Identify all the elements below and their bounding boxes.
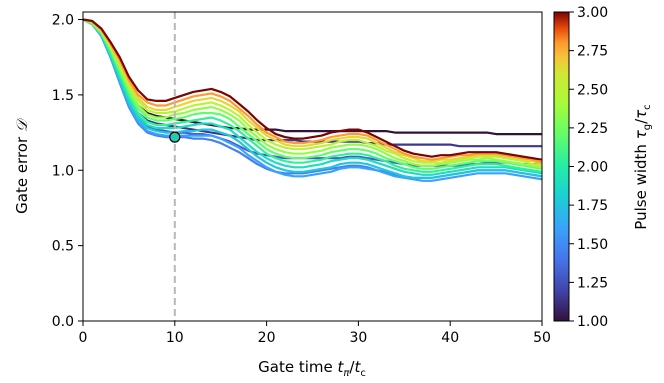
y-axis-label: Gate error 𝒟 [13,117,31,214]
colorbar-tick-label: 3.00 [577,5,608,21]
series-line-9 [83,18,542,169]
plot-frame [82,11,543,322]
colorbar-axis: 1.00 1.25 1.50 1.75 2.00 2.25 2.50 2.75 3.00 [569,5,608,330]
series-line-12 [83,18,542,164]
y-tick-label: 0.0 [52,314,74,330]
colorbar-tick-label: 1.50 [577,237,608,253]
x-tick-label: 50 [533,330,551,346]
series-group [83,18,542,182]
colorbar-tick-label: 1.25 [577,275,608,291]
y-tick-label: 1.5 [52,88,74,104]
series-line-2 [83,18,542,167]
series-line-5 [83,18,542,179]
y-axis: 0.0 0.5 1.0 1.5 2.0 [52,13,83,330]
colorbar-tick-label: 2.75 [577,44,608,60]
highlight-marker [169,131,181,143]
series-line-6 [83,18,542,176]
x-axis-label: Gate time tπ/tc [258,358,366,379]
y-tick-label: 0.5 [52,239,74,255]
colorbar-tick-label: 2.25 [577,121,608,137]
colorbar-label: Pulse width τg/τc [632,104,653,229]
colorbar-tick-label: 1.00 [577,314,608,330]
series-line-8 [83,18,542,170]
colorbar-tick-label: 1.75 [577,198,608,214]
x-tick-label: 20 [258,330,276,346]
series-line-11 [83,18,542,166]
colorbar-tick-label: 2.00 [577,160,608,176]
x-axis: 0 10 20 30 40 50 [79,321,551,346]
series-line-10 [83,18,542,167]
x-tick-label: 0 [79,330,88,346]
y-tick-label: 2.0 [52,13,74,29]
y-tick-label: 1.0 [52,163,74,179]
x-tick-label: 30 [349,330,367,346]
x-tick-label: 10 [166,330,184,346]
colorbar-tick-label: 2.50 [577,82,608,98]
series-line-7 [83,18,542,173]
colorbar [553,11,570,322]
series-line-13 [83,18,542,161]
x-tick-label: 40 [441,330,459,346]
series-line-4 [83,18,542,182]
